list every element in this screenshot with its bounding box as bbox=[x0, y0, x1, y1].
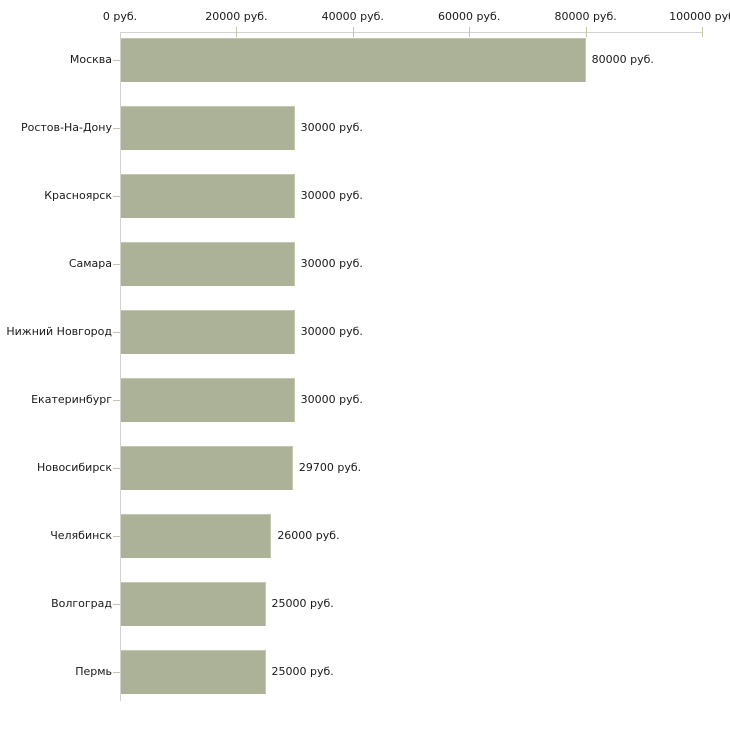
x-axis-tick-mark bbox=[236, 27, 238, 37]
category-label: Новосибирск bbox=[36, 461, 112, 474]
category-label: Пермь bbox=[75, 665, 112, 678]
x-axis-tick-label: 80000 руб. bbox=[554, 10, 617, 23]
category-tick-mark bbox=[113, 672, 120, 673]
category-label: Челябинск bbox=[50, 529, 112, 542]
category-tick-mark bbox=[113, 400, 120, 401]
bar bbox=[121, 514, 272, 558]
x-axis-tick-label: 100000 руб bbox=[669, 10, 730, 23]
bar bbox=[121, 310, 295, 354]
x-axis-tick-mark bbox=[469, 27, 471, 37]
bar-value-label: 25000 руб. bbox=[271, 665, 334, 678]
category-tick-mark bbox=[113, 128, 120, 129]
category-label: Самара bbox=[68, 257, 112, 270]
bar-value-label: 30000 руб. bbox=[300, 257, 363, 270]
bar-value-label: 26000 руб. bbox=[277, 529, 340, 542]
x-axis-tick-label: 60000 руб. bbox=[438, 10, 501, 23]
bar bbox=[121, 242, 295, 286]
bar bbox=[121, 582, 266, 626]
bar-value-label: 80000 руб. bbox=[591, 53, 654, 66]
category-label: Красноярск bbox=[44, 189, 112, 202]
bar bbox=[121, 446, 293, 490]
x-axis-tick-label: 20000 руб. bbox=[205, 10, 268, 23]
x-axis-tick-mark bbox=[585, 27, 587, 37]
bar bbox=[121, 106, 295, 150]
x-axis-tick-label: 0 руб. bbox=[102, 10, 138, 23]
category-tick-mark bbox=[113, 60, 120, 61]
bar-value-label: 30000 руб. bbox=[300, 121, 363, 134]
category-tick-mark bbox=[113, 604, 120, 605]
category-label: Екатеринбург bbox=[31, 393, 112, 406]
category-label: Волгоград bbox=[51, 597, 112, 610]
category-label: Нижний Новгород bbox=[6, 325, 112, 338]
category-label: Ростов-На-Дону bbox=[20, 121, 112, 134]
bar bbox=[121, 38, 586, 82]
bar-value-label: 30000 руб. bbox=[300, 189, 363, 202]
bar-value-label: 25000 руб. bbox=[271, 597, 334, 610]
y-axis-line bbox=[120, 32, 121, 701]
category-tick-mark bbox=[113, 264, 120, 265]
x-axis-line bbox=[120, 32, 702, 33]
bar-value-label: 30000 руб. bbox=[300, 325, 363, 338]
x-axis-tick-label: 40000 руб. bbox=[321, 10, 384, 23]
category-tick-mark bbox=[113, 332, 120, 333]
bar bbox=[121, 174, 295, 218]
category-tick-mark bbox=[113, 536, 120, 537]
x-axis-tick-mark bbox=[352, 27, 354, 37]
x-axis-tick-mark bbox=[702, 27, 703, 37]
category-tick-mark bbox=[113, 196, 120, 197]
category-label: Москва bbox=[69, 53, 112, 66]
bar bbox=[121, 650, 266, 694]
bar bbox=[121, 378, 295, 422]
bar-value-label: 30000 руб. bbox=[300, 393, 363, 406]
category-tick-mark bbox=[113, 468, 120, 469]
bar-value-label: 29700 руб. bbox=[298, 461, 362, 474]
